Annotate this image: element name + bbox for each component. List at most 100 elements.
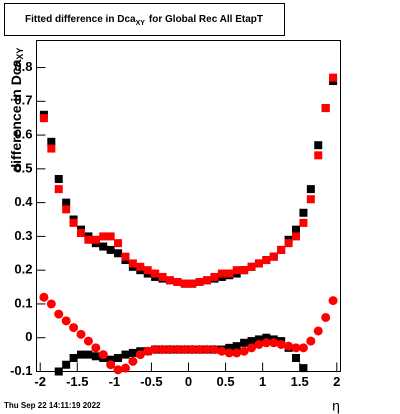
marker xyxy=(128,356,138,366)
marker xyxy=(321,312,331,322)
marker xyxy=(188,279,197,288)
marker xyxy=(54,185,63,194)
marker xyxy=(328,296,338,306)
marker xyxy=(62,198,71,207)
marker xyxy=(217,269,226,278)
marker xyxy=(298,343,308,353)
x-tick-label: 1.5 xyxy=(291,374,309,389)
chart-title-group: Fitted difference in DcaXY for Global Rec… xyxy=(25,14,263,27)
marker xyxy=(39,292,49,302)
marker xyxy=(158,345,168,355)
marker xyxy=(120,363,130,373)
marker xyxy=(91,343,101,353)
x-tick-label: -1.5 xyxy=(66,374,88,389)
marker xyxy=(46,299,56,309)
marker xyxy=(291,343,301,353)
marker xyxy=(284,239,293,248)
title-subscript: XY xyxy=(136,20,146,27)
marker xyxy=(128,259,137,268)
marker xyxy=(121,350,130,359)
marker xyxy=(99,242,108,251)
marker xyxy=(121,252,130,261)
x-axis-label: η xyxy=(332,398,340,414)
marker xyxy=(47,137,56,146)
marker xyxy=(84,350,93,359)
marker xyxy=(321,104,330,113)
marker xyxy=(195,345,205,355)
marker xyxy=(269,338,279,348)
marker xyxy=(254,339,264,349)
marker xyxy=(232,348,242,358)
marker xyxy=(299,218,308,227)
marker xyxy=(225,343,234,352)
marker xyxy=(54,367,63,376)
x-tick-label: 0.5 xyxy=(217,374,235,389)
marker xyxy=(313,326,323,336)
marker xyxy=(172,345,182,355)
marker xyxy=(106,232,115,241)
marker xyxy=(47,144,56,153)
marker xyxy=(314,141,323,150)
marker xyxy=(91,235,100,244)
marker xyxy=(299,364,308,373)
marker xyxy=(202,345,212,355)
marker xyxy=(240,266,249,275)
x-tick-label: 1 xyxy=(259,374,266,389)
marker xyxy=(106,245,115,254)
marker xyxy=(240,338,249,347)
marker xyxy=(165,276,174,285)
marker xyxy=(254,259,263,268)
marker xyxy=(98,350,108,360)
marker xyxy=(306,185,315,194)
marker xyxy=(69,353,78,362)
marker xyxy=(329,73,338,82)
title-suffix: for Global Rec All EtapT xyxy=(149,14,263,25)
title-box xyxy=(4,3,285,36)
marker xyxy=(239,346,249,356)
marker xyxy=(128,348,137,357)
marker xyxy=(76,350,85,359)
y-axis-label: difference in Dca xyxy=(8,59,24,172)
y-tick-label: -0.1 xyxy=(10,363,32,378)
marker xyxy=(292,232,301,241)
marker xyxy=(232,342,241,351)
marker xyxy=(54,174,63,183)
marker xyxy=(99,232,108,241)
marker xyxy=(247,343,257,353)
marker xyxy=(262,256,271,265)
y-tick-label: 0.1 xyxy=(14,295,32,310)
marker xyxy=(314,151,323,160)
marker xyxy=(158,272,167,281)
marker xyxy=(209,345,219,355)
marker xyxy=(306,336,316,346)
marker xyxy=(91,352,100,361)
marker xyxy=(276,339,286,349)
marker xyxy=(151,269,160,278)
x-tick-label: -2 xyxy=(34,374,46,389)
marker xyxy=(135,350,145,360)
marker xyxy=(165,345,175,355)
marker xyxy=(76,329,86,339)
marker xyxy=(61,316,71,326)
y-tick-label: 0.7 xyxy=(14,93,32,108)
marker xyxy=(113,365,123,375)
x-tick-label: -1 xyxy=(109,374,121,389)
marker xyxy=(247,262,256,271)
marker xyxy=(39,114,48,123)
marker xyxy=(292,225,301,234)
marker xyxy=(203,276,212,285)
marker xyxy=(277,245,286,254)
marker xyxy=(299,208,308,217)
marker xyxy=(114,353,123,362)
marker xyxy=(262,333,271,342)
marker xyxy=(247,337,256,346)
marker xyxy=(180,345,190,355)
marker xyxy=(225,269,234,278)
marker xyxy=(187,345,197,355)
y-tick-label: 0.6 xyxy=(14,127,32,142)
y-tick-label: 0.4 xyxy=(14,194,33,209)
marker xyxy=(173,277,182,286)
marker xyxy=(136,262,145,271)
marker xyxy=(232,266,241,275)
